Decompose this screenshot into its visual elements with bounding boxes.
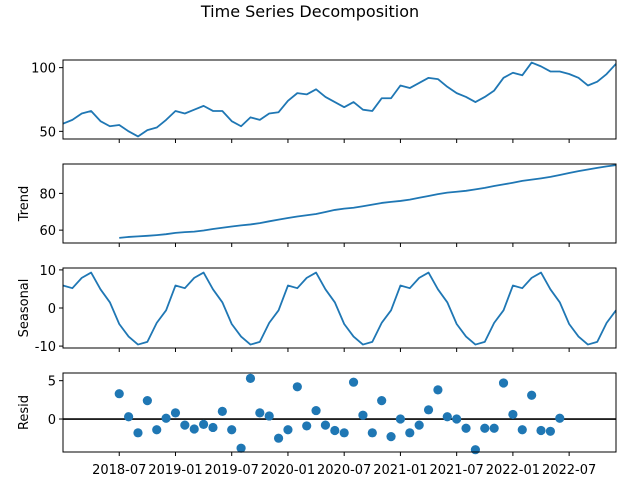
seasonal-line	[62, 271, 617, 346]
resid-point	[386, 432, 396, 442]
resid-point	[170, 408, 181, 418]
resid-point	[358, 410, 368, 420]
y-tick-label: 60	[39, 224, 56, 239]
resid-point	[283, 425, 293, 435]
resid-point	[498, 378, 509, 388]
resid-point	[227, 425, 237, 435]
resid-point	[442, 412, 452, 422]
resid-point	[161, 413, 171, 423]
resid-axes-frame	[62, 372, 617, 453]
x-tick-label: 2020-01	[261, 463, 315, 478]
resid-point	[124, 412, 134, 422]
y-tick-label: 80	[39, 187, 56, 202]
resid-point	[470, 445, 481, 455]
resid-point	[264, 411, 274, 421]
resid-point	[555, 413, 565, 423]
resid-point	[330, 425, 340, 436]
resid-point	[255, 408, 265, 418]
chart-title: Time Series Decomposition	[200, 2, 419, 21]
x-tick-label: 2019-07	[205, 463, 259, 478]
y-tick-label: 100	[31, 62, 56, 77]
trend-line	[119, 164, 617, 239]
resid-point	[302, 421, 312, 431]
resid-point	[339, 428, 349, 438]
resid-point	[180, 420, 190, 430]
panel-observed: 50 100	[31, 59, 617, 143]
resid-point	[452, 414, 462, 424]
resid-point	[142, 396, 152, 406]
resid-point	[348, 377, 359, 387]
x-tick-label: 2022-01	[486, 463, 540, 478]
observed-line	[62, 61, 617, 138]
resid-point	[152, 425, 162, 435]
y-tick-label: 10	[39, 264, 56, 279]
x-tick-label: 2021-01	[373, 463, 427, 478]
resid-point	[367, 428, 377, 438]
resid-point	[133, 428, 143, 438]
x-tick-label: 2022-07	[542, 463, 596, 478]
seasonal-ylabel: Seasonal	[17, 279, 32, 338]
y-tick-label: 0	[48, 413, 56, 428]
resid-point	[236, 443, 246, 453]
resid-point	[198, 419, 209, 429]
resid-point	[292, 382, 302, 392]
resid-point	[395, 414, 406, 424]
resid-point	[273, 433, 284, 443]
resid-point	[489, 423, 499, 433]
observed-axes-frame	[62, 59, 617, 140]
resid-point	[405, 428, 415, 438]
resid-point	[536, 425, 546, 436]
x-tick-label: 2019-01	[148, 463, 202, 478]
panels: 50 100 60 80 Trend -10 0 10 Seasonal 0 5 Resid 2018-…	[17, 59, 617, 478]
trend-ylabel: Trend	[17, 186, 32, 223]
resid-point	[545, 426, 555, 436]
seasonal-axes-frame	[62, 267, 617, 349]
resid-point	[480, 423, 490, 433]
resid-point	[508, 409, 518, 420]
trend-axes-frame	[62, 163, 617, 244]
resid-point	[245, 373, 256, 383]
resid-point	[377, 396, 387, 406]
resid-point	[114, 389, 124, 399]
resid-point	[461, 423, 471, 433]
y-tick-label: -10	[35, 340, 56, 355]
resid-ylabel: Resid	[17, 395, 32, 430]
resid-point	[433, 385, 443, 395]
x-tick-label: 2020-07	[317, 463, 371, 478]
resid-point	[189, 424, 199, 434]
x-tick-label: 2018-07	[92, 463, 146, 478]
resid-point	[320, 420, 331, 430]
panel-trend: 60 80 Trend	[17, 163, 617, 247]
panel-seasonal: -10 0 10 Seasonal	[17, 264, 617, 355]
y-tick-label: 50	[39, 125, 56, 140]
resid-point	[311, 405, 321, 416]
resid-point	[414, 420, 424, 430]
resid-point	[217, 406, 227, 416]
y-tick-label: 0	[48, 302, 56, 317]
x-tick-label: 2021-07	[429, 463, 483, 478]
y-tick-label: 5	[48, 375, 56, 390]
resid-point	[517, 425, 527, 435]
resid-point	[208, 422, 218, 433]
resid-point	[423, 405, 434, 415]
resid-point	[527, 390, 537, 400]
panel-resid: 0 5 Resid	[17, 372, 617, 456]
